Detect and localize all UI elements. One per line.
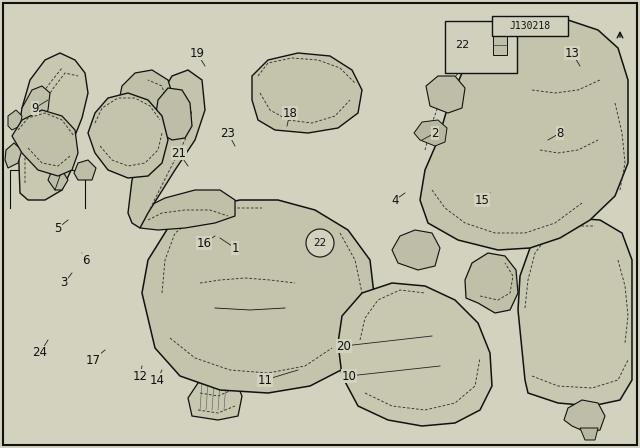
Text: 15: 15 — [475, 194, 490, 207]
Polygon shape — [88, 93, 168, 178]
Polygon shape — [420, 20, 628, 250]
Polygon shape — [74, 160, 96, 180]
Polygon shape — [252, 53, 362, 133]
Polygon shape — [493, 35, 507, 55]
Polygon shape — [8, 110, 22, 130]
Text: 23: 23 — [221, 126, 236, 139]
Polygon shape — [128, 70, 205, 228]
Text: 6: 6 — [83, 254, 90, 267]
Polygon shape — [338, 283, 492, 426]
Polygon shape — [224, 310, 250, 333]
Text: 19: 19 — [189, 47, 205, 60]
Text: J130218: J130218 — [509, 21, 550, 31]
Text: 20: 20 — [337, 340, 351, 353]
Text: 9: 9 — [31, 102, 39, 115]
Text: 4: 4 — [391, 194, 399, 207]
Text: 21: 21 — [172, 146, 186, 159]
Text: 17: 17 — [86, 353, 100, 366]
Text: 18: 18 — [283, 107, 298, 120]
Text: 10: 10 — [342, 370, 356, 383]
Polygon shape — [188, 376, 242, 420]
Polygon shape — [426, 76, 465, 113]
Polygon shape — [18, 86, 50, 143]
Text: 11: 11 — [257, 374, 273, 387]
Polygon shape — [580, 428, 598, 440]
Polygon shape — [465, 253, 518, 313]
Polygon shape — [140, 190, 235, 230]
Polygon shape — [18, 53, 88, 166]
Polygon shape — [564, 400, 605, 433]
Text: 8: 8 — [556, 126, 564, 139]
Polygon shape — [18, 113, 72, 200]
Text: 16: 16 — [196, 237, 211, 250]
Polygon shape — [414, 120, 447, 146]
Text: 14: 14 — [150, 374, 164, 387]
Text: 1: 1 — [231, 241, 239, 254]
Polygon shape — [142, 200, 375, 393]
Polygon shape — [392, 230, 440, 270]
Polygon shape — [118, 70, 175, 140]
Polygon shape — [518, 218, 632, 406]
Polygon shape — [492, 16, 568, 36]
Polygon shape — [178, 238, 202, 263]
Polygon shape — [445, 21, 517, 73]
Polygon shape — [5, 143, 22, 168]
Polygon shape — [12, 110, 78, 176]
Circle shape — [306, 229, 334, 257]
Polygon shape — [170, 260, 210, 310]
Text: 22: 22 — [455, 40, 469, 50]
Text: 22: 22 — [314, 238, 326, 248]
Polygon shape — [155, 88, 192, 140]
Text: 13: 13 — [564, 47, 579, 60]
Text: 3: 3 — [60, 276, 68, 289]
Text: 5: 5 — [54, 221, 61, 234]
Text: 12: 12 — [132, 370, 147, 383]
Polygon shape — [278, 346, 314, 376]
Polygon shape — [48, 170, 68, 190]
Text: 2: 2 — [431, 126, 439, 139]
Text: 24: 24 — [33, 346, 47, 359]
